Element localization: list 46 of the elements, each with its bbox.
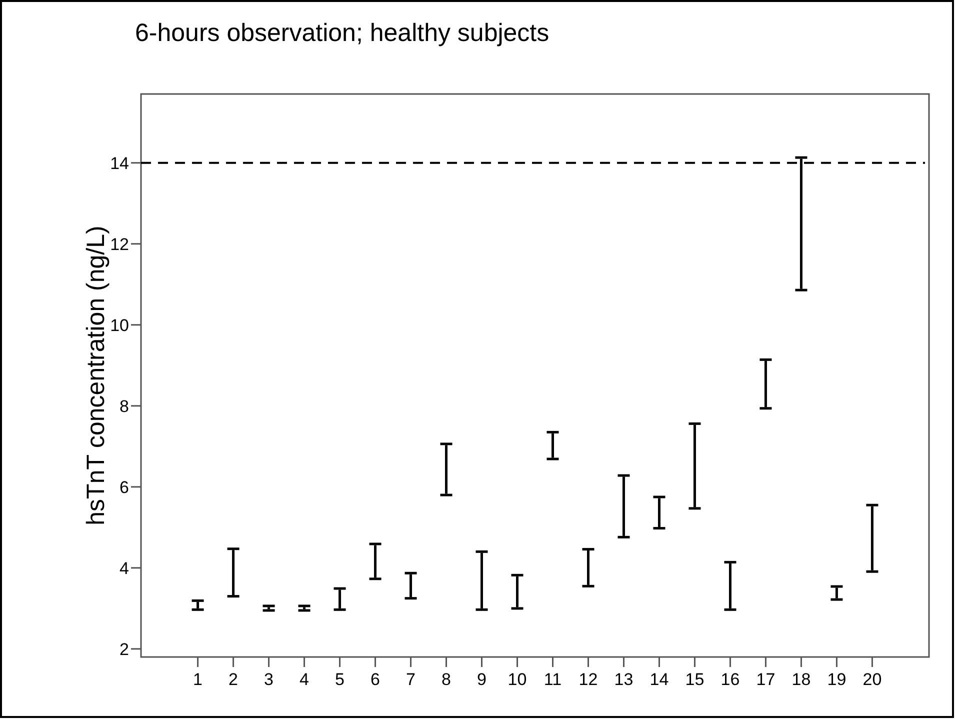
y-tick-label: 12	[110, 234, 129, 254]
bar	[410, 574, 412, 598]
y-tick-label: 6	[120, 478, 129, 497]
chart-title: 6-hours observation; healthy subjects	[135, 19, 550, 47]
bar	[870, 506, 874, 570]
bar	[622, 476, 625, 536]
x-tick-label: 5	[335, 670, 345, 689]
bar	[480, 552, 484, 608]
bar	[232, 550, 235, 596]
x-tick-label: 13	[614, 670, 634, 689]
x-tick-label: 11	[544, 670, 562, 689]
x-tick-label: 16	[720, 670, 740, 689]
bar	[586, 550, 590, 585]
bar	[552, 433, 554, 458]
x-tick-label: 8	[442, 670, 451, 689]
x-tick-label: 3	[264, 670, 274, 689]
bar	[835, 588, 838, 598]
x-tick-label: 14	[650, 670, 669, 689]
y-tick-label: 14	[110, 154, 129, 173]
x-tick-label: 1	[193, 670, 203, 689]
x-tick-label: 20	[862, 670, 882, 689]
x-tick-label: 2	[228, 670, 238, 689]
y-tick-label: 8	[120, 396, 129, 416]
y-tick-label: 2	[120, 640, 129, 659]
x-tick-label: 4	[300, 670, 310, 689]
y-axis-title: hsTnT concentration (ng/L)	[82, 226, 110, 526]
x-tick-label: 15	[685, 670, 704, 689]
x-tick-label: 19	[827, 670, 846, 689]
x-tick-label: 6	[370, 670, 380, 689]
bar	[374, 545, 377, 578]
bar	[693, 424, 696, 508]
x-tick-label: 12	[578, 670, 598, 689]
y-tick-label: 10	[110, 316, 129, 335]
x-tick-label: 7	[406, 670, 416, 689]
x-tick-label: 17	[756, 670, 776, 689]
bar	[196, 602, 200, 608]
bar	[516, 576, 518, 608]
x-tick-label: 9	[477, 670, 486, 689]
bar	[658, 498, 660, 527]
bar	[445, 445, 448, 494]
bar	[728, 563, 732, 608]
bar	[338, 590, 342, 608]
x-tick-label: 10	[508, 670, 527, 689]
bar	[764, 360, 767, 408]
y-tick-label: 4	[120, 558, 129, 578]
x-tick-label: 18	[792, 670, 811, 689]
